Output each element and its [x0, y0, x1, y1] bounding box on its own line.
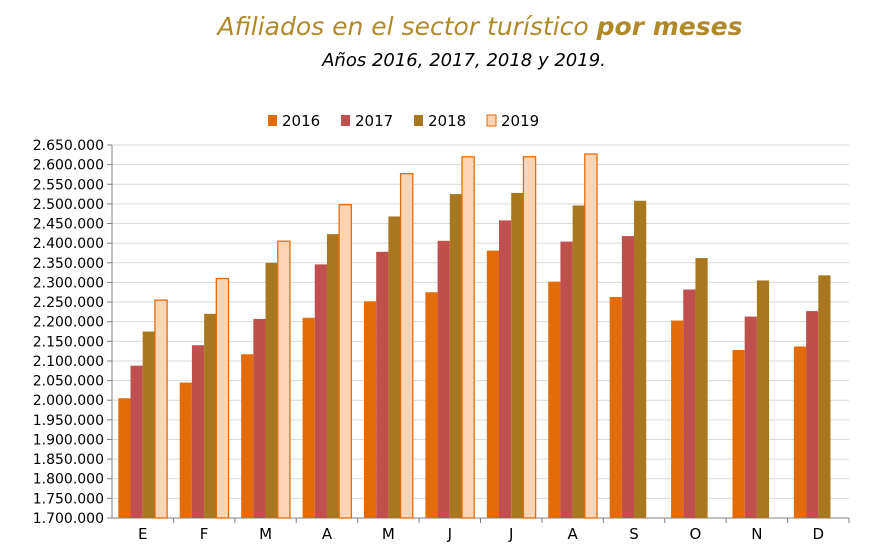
x-tick-label: A	[322, 525, 333, 543]
y-tick-label: 1.750.000	[33, 491, 104, 507]
y-tick-label: 2.550.000	[33, 177, 104, 193]
chart-title-bold: por meses	[596, 12, 743, 41]
y-tick-label: 1.850.000	[33, 452, 104, 468]
legend-label-2019: 2019	[501, 112, 539, 130]
chart-subtitle: Años 2016, 2017, 2018 y 2019.	[322, 50, 606, 71]
bar-2019	[215, 277, 230, 519]
legend-swatch-2019	[486, 114, 497, 127]
bar-2017	[744, 316, 757, 518]
x-tick-label: A	[567, 525, 578, 543]
bar-2017	[560, 241, 573, 518]
bar-2018	[142, 331, 155, 518]
bar-2019	[338, 204, 353, 519]
x-tick-label: F	[200, 525, 209, 543]
x-tick-label: M	[259, 525, 272, 543]
x-tick-label: D	[813, 525, 825, 543]
legend-label-2016: 2016	[282, 112, 320, 130]
bar-2019	[399, 173, 414, 519]
bar-2016	[302, 317, 315, 518]
x-tick-label: N	[751, 525, 762, 543]
bar-2018	[265, 262, 278, 518]
bar-2019	[522, 156, 537, 519]
bar-2016	[609, 296, 622, 518]
bar-2017	[437, 240, 450, 518]
bar-2018	[326, 234, 340, 518]
bar-2018	[204, 313, 217, 518]
bar-2019	[461, 156, 475, 519]
bar-2016	[425, 292, 438, 518]
bar-2016	[548, 281, 561, 518]
bar-2018	[695, 258, 708, 518]
bar-2019	[277, 240, 291, 519]
bar-2018	[818, 275, 831, 518]
y-tick-label: 2.000.000	[33, 393, 104, 409]
bar-2016	[793, 346, 807, 518]
bar-2017	[253, 318, 266, 518]
bar-2016	[118, 398, 131, 518]
bar-2017	[806, 311, 819, 518]
y-tick-label: 2.500.000	[33, 197, 104, 213]
x-tick-label: S	[629, 525, 639, 543]
y-tick-label: 1.800.000	[33, 472, 104, 488]
legend-swatch-2017	[341, 115, 350, 126]
bar-2017	[376, 251, 389, 519]
y-tick-label: 2.200.000	[33, 315, 104, 331]
bar-2019	[154, 299, 168, 519]
y-tick-label: 2.100.000	[33, 354, 104, 370]
legend-swatch-2016	[268, 115, 277, 126]
bar-2016	[671, 320, 684, 518]
y-tick-label: 2.150.000	[33, 334, 104, 350]
y-tick-label: 2.300.000	[33, 275, 104, 291]
y-tick-label: 2.350.000	[33, 256, 104, 272]
bar-2016	[241, 354, 254, 518]
chart-title: Afiliados en el sector turístico por mes…	[0, 12, 873, 41]
bar-2017	[621, 236, 635, 519]
bar-2017	[499, 220, 512, 519]
bar-2016	[486, 250, 500, 518]
y-tick-label: 2.050.000	[33, 374, 104, 390]
bar-2017	[130, 365, 143, 518]
y-tick-label: 2.600.000	[33, 158, 104, 174]
y-tick-label: 2.650.000	[33, 138, 104, 154]
chart-title-main: Afiliados en el sector turístico	[217, 12, 597, 41]
y-tick-label: 1.950.000	[33, 413, 104, 429]
y-tick-label: 1.900.000	[33, 432, 104, 448]
bar-2017	[314, 264, 327, 518]
bar-2018	[449, 194, 462, 518]
bar-2017	[683, 289, 696, 518]
x-tick-label: M	[382, 525, 395, 543]
bar-2018	[634, 200, 647, 519]
bar-2016	[363, 301, 377, 518]
bar-2018	[388, 216, 401, 518]
legend-label-2018: 2018	[428, 112, 466, 130]
x-tick-label: J	[508, 525, 513, 543]
legend-swatch-2018	[414, 115, 423, 126]
bar-2018	[756, 280, 770, 518]
y-tick-label: 2.450.000	[33, 217, 104, 233]
x-tick-label: O	[690, 525, 702, 543]
x-tick-label: J	[447, 525, 452, 543]
y-tick-label: 2.250.000	[33, 295, 104, 311]
y-tick-label: 1.700.000	[33, 511, 104, 527]
bar-2016	[179, 382, 192, 518]
bar-2018	[572, 205, 585, 518]
bar-2017	[191, 345, 205, 518]
bar-2018	[511, 192, 524, 518]
bar-2019	[584, 153, 598, 519]
y-tick-label: 2.400.000	[33, 236, 104, 252]
x-tick-label: E	[138, 525, 147, 543]
bar-2016	[732, 349, 745, 518]
legend-label-2017: 2017	[355, 112, 393, 130]
